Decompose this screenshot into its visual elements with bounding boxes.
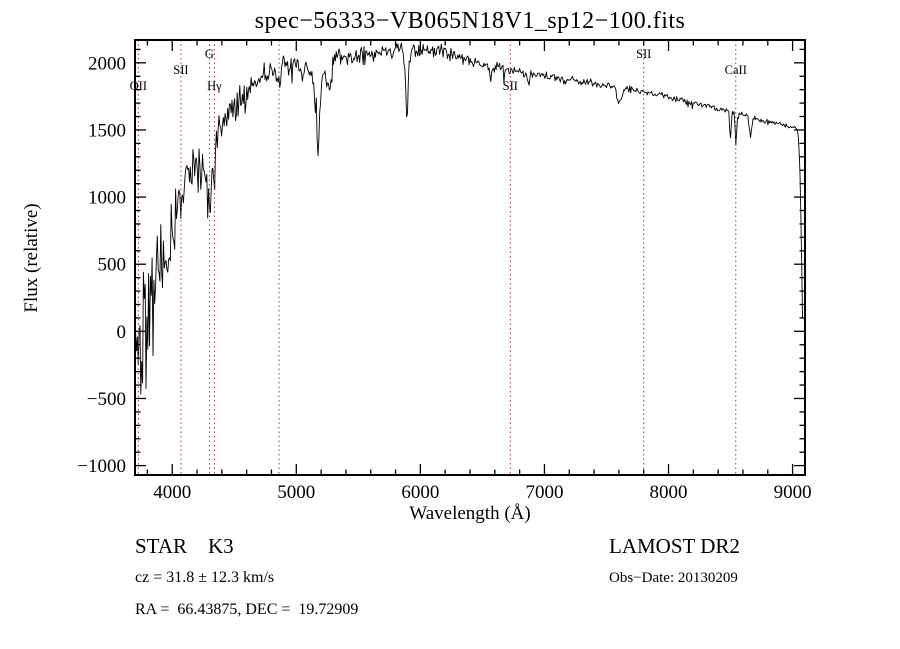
object-class-label: STAR K3 <box>135 534 234 558</box>
x-tick-label: 8000 <box>650 482 688 503</box>
x-tick-label: 4000 <box>153 482 191 503</box>
y-tick-label: 0 <box>117 322 127 343</box>
tick-labels: 4000 5000 6000 7000 8000 9000 −1000 −500 0 500 100… <box>77 53 811 503</box>
marker-label: G <box>205 47 214 61</box>
plot-title: spec−56333−VB065N18V1_sp12−100.fits <box>254 8 686 34</box>
y-tick-label: 1500 <box>88 120 126 141</box>
cz-value: cz = 31.8 ± 12.3 km/s <box>135 569 275 586</box>
marker-label: SII <box>503 79 518 93</box>
marker-label: OII <box>130 79 147 93</box>
plot-frame <box>134 39 806 476</box>
x-axis-label: Wavelength (Å) <box>409 503 531 524</box>
marker-label: Hγ <box>207 79 222 93</box>
marker-lines: OII SII G Hγ SII SII CaII <box>130 40 747 475</box>
obs-date: Obs−Date: 20130209 <box>609 570 738 586</box>
x-tick-label: 6000 <box>401 482 439 503</box>
y-tick-label: 1000 <box>88 188 126 209</box>
marker-label: CaII <box>725 63 747 77</box>
marker-label: SII <box>636 47 651 61</box>
x-tick-label: 5000 <box>277 482 315 503</box>
marker-label: SII <box>173 63 188 77</box>
y-axis-label: Flux (relative) <box>21 203 42 313</box>
x-tick-label: 7000 <box>525 482 563 503</box>
axes-ticks <box>135 40 805 475</box>
coordinates: RA = 66.43875, DEC = 19.72909 <box>135 601 359 618</box>
survey-label: LAMOST DR2 <box>609 534 740 558</box>
y-tick-label: 2000 <box>88 53 126 74</box>
y-tick-label: −1000 <box>77 456 126 477</box>
x-tick-label: 9000 <box>774 482 812 503</box>
y-tick-label: 500 <box>98 255 127 276</box>
y-tick-label: −500 <box>87 389 126 410</box>
spectrum-line <box>135 42 803 395</box>
